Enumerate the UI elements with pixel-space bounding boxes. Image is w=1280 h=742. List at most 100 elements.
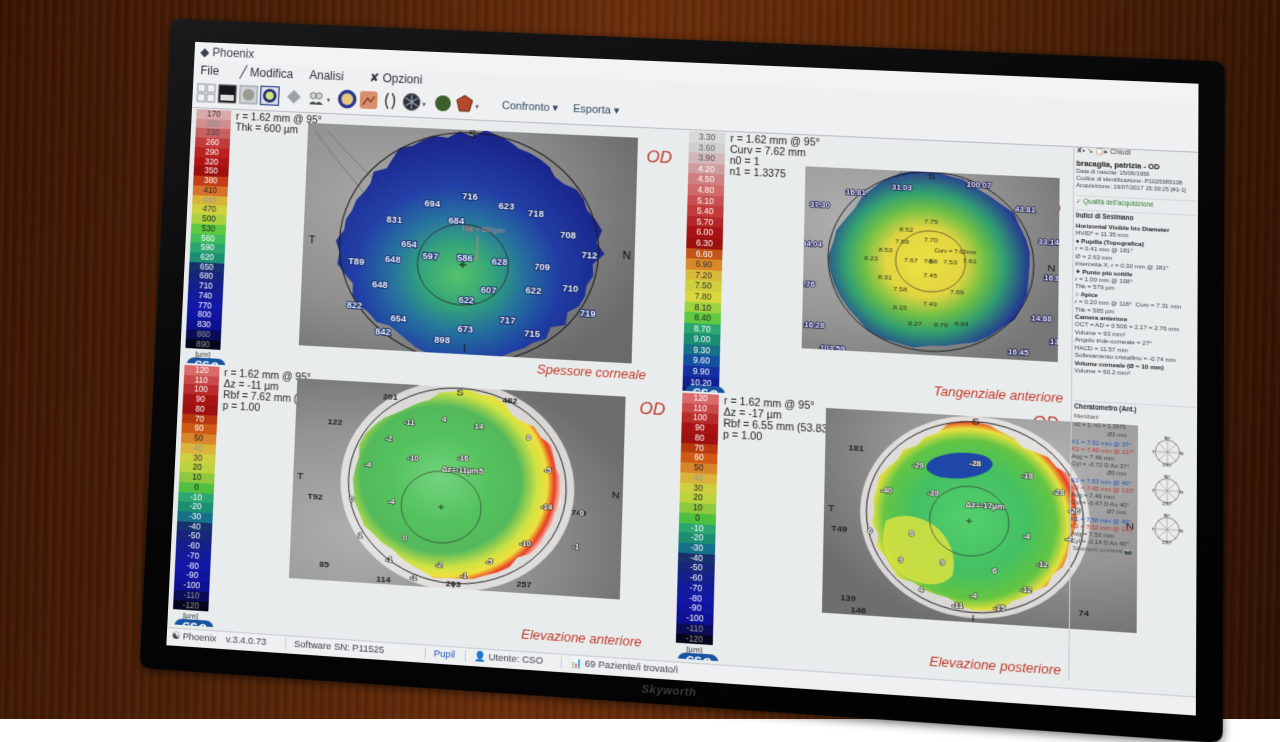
svg-text:8.23: 8.23 (864, 255, 878, 262)
svg-text:8.53: 8.53 (878, 247, 892, 254)
svg-text:842: 842 (375, 326, 391, 336)
svg-text:146: 146 (850, 604, 866, 615)
svg-text:T: T (1152, 488, 1155, 493)
svg-text:822: 822 (347, 300, 363, 310)
svg-text:7.67: 7.67 (904, 257, 918, 264)
svg-text:84.04: 84.04 (802, 239, 823, 249)
svg-text:0: 0 (349, 494, 354, 503)
svg-text:-1: -1 (385, 555, 392, 564)
svg-text:-10: -10 (519, 538, 531, 547)
svg-text:90°: 90° (1164, 513, 1171, 518)
svg-text:586: 586 (457, 253, 473, 263)
svg-text:622: 622 (525, 286, 541, 296)
svg-text:-28: -28 (1052, 487, 1064, 497)
svg-text:N: N (1047, 263, 1055, 274)
svg-text:482: 482 (502, 395, 518, 405)
svg-text:T: T (297, 472, 305, 483)
svg-text:623: 623 (498, 201, 514, 211)
svg-text:648: 648 (385, 254, 401, 264)
svg-text:6: 6 (992, 566, 997, 575)
svg-text:717: 717 (499, 315, 515, 325)
svg-text:53.76: 53.76 (802, 279, 816, 289)
svg-text:257: 257 (516, 579, 532, 590)
svg-text:43.81: 43.81 (1015, 205, 1036, 215)
svg-text:T: T (1152, 526, 1155, 531)
svg-text:8.52: 8.52 (899, 226, 913, 233)
svg-text:-4: -4 (388, 497, 396, 506)
svg-text:749: 749 (571, 507, 587, 518)
svg-text:9: 9 (940, 558, 945, 567)
svg-text:S: S (928, 171, 936, 182)
svg-text:13.18: 13.18 (1050, 337, 1060, 347)
svg-text:31.03: 31.03 (892, 183, 913, 192)
svg-text:S: S (972, 416, 980, 427)
svg-text:-39: -39 (927, 489, 939, 498)
svg-text:-1: -1 (572, 542, 579, 551)
svg-text:673: 673 (457, 324, 473, 334)
svg-text:203: 203 (446, 578, 462, 589)
svg-text:7.58: 7.58 (923, 258, 937, 265)
svg-text:16.85: 16.85 (1044, 274, 1060, 284)
svg-text:270°: 270° (1162, 540, 1172, 546)
svg-text:708: 708 (560, 230, 576, 240)
svg-text:7.75: 7.75 (924, 218, 938, 225)
svg-text:597: 597 (422, 251, 438, 261)
svg-text:I: I (452, 579, 455, 590)
svg-text:654: 654 (401, 239, 417, 249)
svg-text:7.58: 7.58 (893, 286, 907, 293)
svg-text:-10: -10 (407, 453, 419, 462)
svg-text:9: 9 (898, 556, 903, 565)
svg-text:103.59: 103.59 (820, 343, 845, 353)
svg-text:-11: -11 (404, 417, 415, 426)
svg-text:7.69: 7.69 (895, 238, 909, 245)
svg-text:270°: 270° (1162, 501, 1172, 507)
svg-text:709: 709 (534, 261, 550, 271)
svg-text:16.45: 16.45 (1008, 347, 1029, 357)
svg-text:7.49: 7.49 (923, 301, 938, 308)
svg-text:139: 139 (840, 592, 856, 603)
svg-text:-2: -2 (385, 434, 392, 443)
svg-text:684: 684 (448, 216, 464, 226)
svg-text:-5: -5 (544, 466, 551, 475)
svg-text:85: 85 (319, 559, 330, 569)
svg-text:7.69: 7.69 (950, 289, 965, 296)
svg-text:114: 114 (376, 573, 391, 584)
svg-text:-4: -4 (1023, 531, 1031, 540)
svg-text:-4: -4 (970, 590, 978, 599)
svg-text:8: 8 (526, 433, 531, 442)
svg-text:-4: -4 (364, 460, 372, 469)
svg-text:716: 716 (462, 192, 478, 202)
svg-text:-29: -29 (912, 460, 924, 469)
svg-text:7.53: 7.53 (943, 259, 958, 266)
svg-text:33.14: 33.14 (1038, 237, 1059, 247)
svg-text:622: 622 (458, 294, 474, 304)
svg-text:-11: -11 (952, 600, 964, 610)
svg-text:4: 4 (919, 584, 925, 593)
svg-text:90°: 90° (1164, 436, 1171, 441)
svg-text:-28: -28 (969, 459, 981, 468)
svg-text:-5: -5 (486, 557, 493, 566)
svg-text:N: N (622, 250, 631, 262)
svg-text:270°: 270° (1163, 462, 1173, 468)
svg-text:1: 1 (358, 531, 363, 540)
svg-text:I: I (463, 343, 467, 355)
svg-text:7.61: 7.61 (963, 258, 978, 265)
svg-text:74: 74 (1078, 608, 1089, 619)
svg-text:718: 718 (528, 208, 544, 218)
svg-text:898: 898 (434, 335, 450, 345)
svg-text:-4: -4 (1065, 534, 1074, 543)
svg-text:8.84: 8.84 (954, 320, 969, 327)
svg-text:201: 201 (383, 391, 399, 401)
svg-text:T89: T89 (348, 256, 364, 266)
svg-text:T: T (828, 504, 836, 515)
svg-text:710: 710 (562, 283, 578, 293)
svg-text:694: 694 (424, 199, 440, 209)
svg-text:-18: -18 (1021, 471, 1033, 481)
svg-text:-2: -2 (435, 560, 442, 569)
svg-text:8.15: 8.15 (893, 304, 907, 311)
svg-text:8: 8 (909, 529, 914, 538)
svg-text:T: T (1152, 449, 1155, 454)
svg-text:-16: -16 (457, 454, 469, 463)
svg-text:715: 715 (524, 329, 540, 339)
svg-text:I: I (971, 613, 974, 624)
